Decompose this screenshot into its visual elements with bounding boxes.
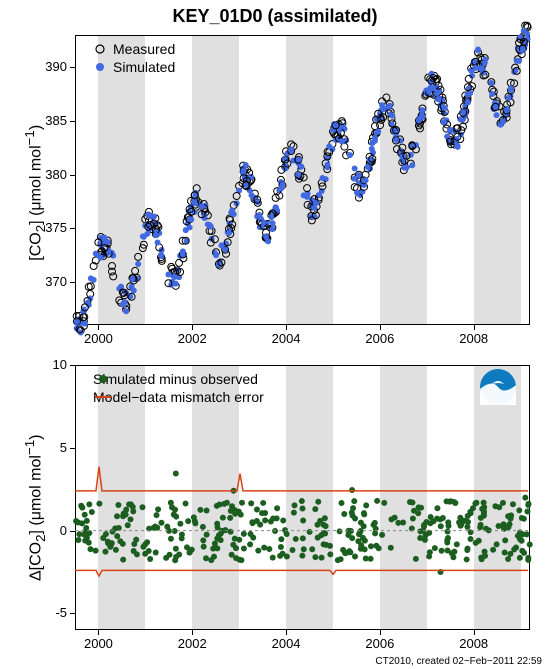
legend-item: Simulated [93,59,175,75]
xtick-label: 2006 [360,636,400,651]
xtick-label: 2004 [266,331,306,346]
legend: Simulated minus observed Model−data misma… [93,371,264,407]
legend-label: Simulated minus observed [93,371,258,387]
xtick [474,325,475,330]
legend-label: Measured [113,41,175,57]
xtick-label: 2004 [266,636,306,651]
xtick [286,325,287,330]
xtick [380,325,381,330]
noaa-logo-icon [480,369,516,405]
xtick [98,325,99,330]
xtick-label: 2008 [454,331,494,346]
plot-svg [75,35,530,325]
ytick-label: -5 [30,605,67,620]
xtick-label: 2006 [360,331,400,346]
top-chart: 37037538038539020002002200420062008Measu… [75,35,530,325]
bottom-y-label: Δ[CO2] (μmol mol−1) [22,418,48,598]
legend-label: Model−data mismatch error [93,389,264,405]
xtick-label: 2000 [78,636,118,651]
chart-title: KEY_01D0 (assimilated) [0,6,550,27]
top-y-label: [CO2] (μmol mol−1) [22,103,48,283]
legend-label: Simulated [113,59,175,75]
legend-item: Model−data mismatch error [93,389,264,405]
xtick-label: 2002 [172,636,212,651]
caption-text: CT2010, created 02−Feb−2011 22:59 [375,656,542,667]
ytick-label: 390 [30,59,67,74]
xtick [192,630,193,635]
ytick-label: 10 [30,357,67,372]
xtick [192,325,193,330]
xtick-label: 2002 [172,331,212,346]
xtick [286,630,287,635]
xtick-label: 2000 [78,331,118,346]
legend-item: Measured [93,41,175,57]
xtick-label: 2008 [454,636,494,651]
bottom-chart: -5051020002002200420062008Simulated minu… [75,365,530,630]
legend: Measured Simulated [93,41,175,77]
xtick [98,630,99,635]
legend-item: Simulated minus observed [93,371,264,387]
xtick [474,630,475,635]
xtick [380,630,381,635]
